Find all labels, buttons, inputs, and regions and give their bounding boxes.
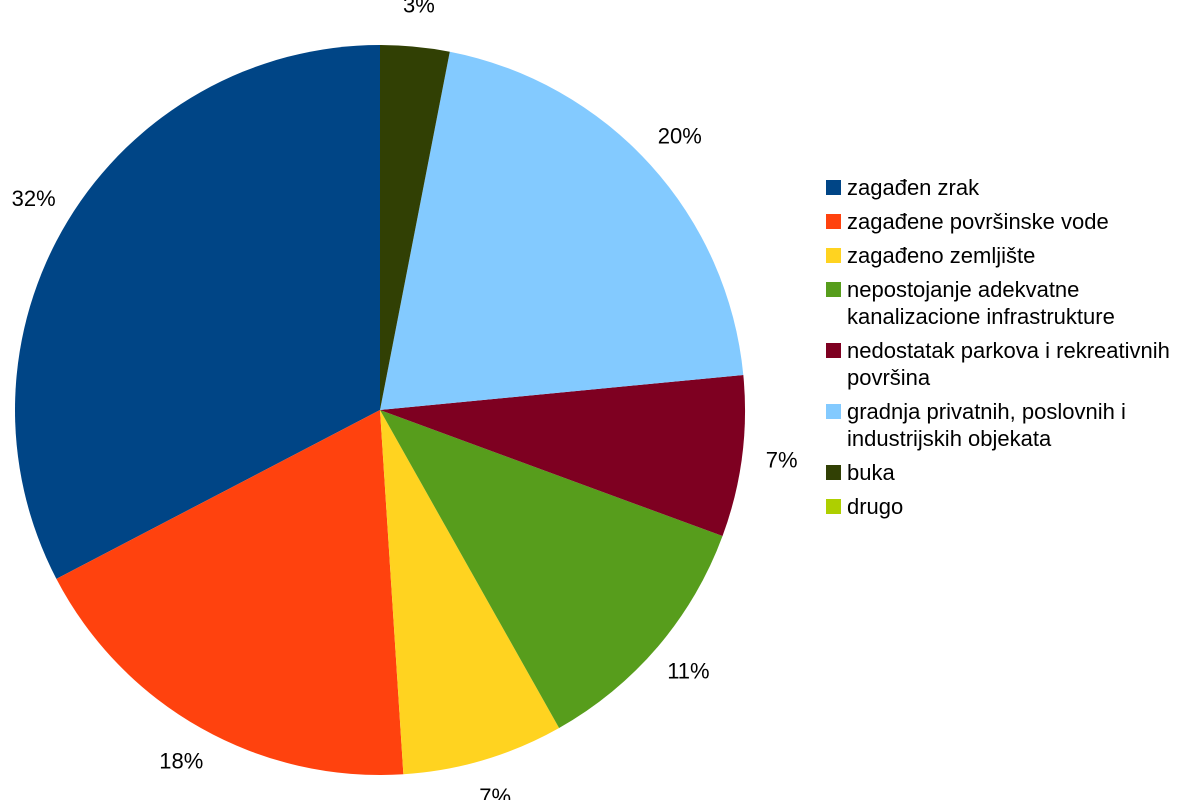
legend-label: zagađene površinske vode — [847, 209, 1109, 234]
slice-percent-label: 7% — [479, 784, 511, 800]
legend-item: gradnja privatnih, poslovnih i industrij… — [826, 398, 1176, 452]
legend-item: zagađeno zemljište — [826, 242, 1176, 269]
legend-label: nepostojanje adekvatne kanalizacione inf… — [847, 277, 1115, 329]
legend-item: nedostatak parkova i rekreativnih površi… — [826, 337, 1176, 391]
legend-label: drugo — [847, 494, 904, 519]
legend-label: buka — [847, 460, 895, 485]
legend-item: buka — [826, 459, 1176, 486]
slice-percent-label: 11% — [667, 658, 709, 683]
legend-swatch — [826, 404, 841, 419]
legend-label: gradnja privatnih, poslovnih i industrij… — [847, 399, 1126, 451]
pie-slices — [14, 45, 745, 776]
slice-percent-label: 7% — [766, 448, 798, 473]
pie-slice-3 — [380, 410, 560, 775]
slice-percent-label: 20% — [658, 124, 702, 149]
pie-slice-2 — [56, 410, 404, 776]
slice-percent-label: 32% — [12, 186, 56, 211]
legend-item: drugo — [826, 493, 1176, 520]
pie-slice-5 — [380, 374, 745, 537]
pie-slice-1 — [14, 45, 381, 579]
legend-item: zagađen zrak — [826, 174, 1176, 201]
legend-swatch — [826, 465, 841, 480]
legend-item: nepostojanje adekvatne kanalizacione inf… — [826, 276, 1176, 330]
legend-label: zagađen zrak — [847, 175, 980, 200]
legend-label: nedostatak parkova i rekreativnih površi… — [847, 338, 1170, 390]
legend-swatch — [826, 180, 841, 195]
pie-percent-labels: 32% 18% 7% 11% 7% 20% 3% — [12, 0, 798, 800]
legend-swatch — [826, 214, 841, 229]
legend-swatch — [826, 343, 841, 358]
legend-item: zagađene površinske vode — [826, 208, 1176, 235]
pie-slice-6 — [380, 51, 744, 410]
legend: zagađen zrak zagađene površinske vode zaga… — [826, 174, 1176, 527]
legend-swatch — [826, 499, 841, 514]
slice-percent-label: 18% — [159, 749, 203, 774]
legend-label: zagađeno zemljište — [847, 243, 1036, 268]
pie-slice-7 — [380, 45, 450, 410]
slice-percent-label: 3% — [403, 0, 435, 18]
pie-slice-4 — [380, 410, 723, 729]
legend-swatch — [826, 282, 841, 297]
legend-swatch — [826, 248, 841, 263]
